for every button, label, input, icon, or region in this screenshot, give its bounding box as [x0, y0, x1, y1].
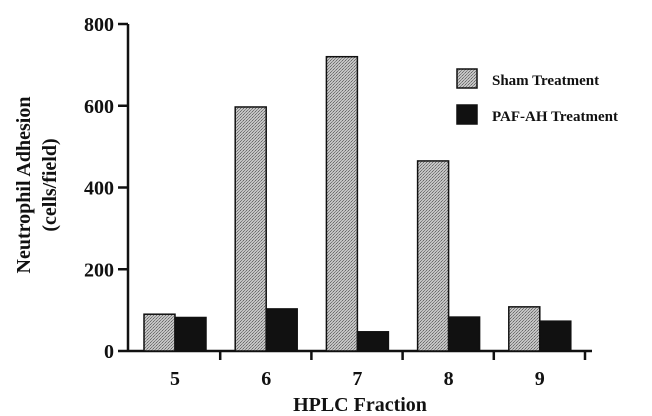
legend: Sham Treatment PAF-AH Treatment	[456, 68, 618, 125]
y-tick-label: 800	[84, 14, 114, 36]
bar-paf-ah-fraction-6	[265, 308, 298, 352]
bar-sham-fraction-6	[234, 106, 267, 352]
legend-swatch-sham	[456, 68, 478, 89]
x-tick-label: 6	[261, 368, 271, 390]
bar-paf-ah-fraction-9	[539, 320, 572, 352]
y-axis-ticks: 0 200 400 600 800	[84, 14, 128, 363]
legend-swatch-paf-ah	[456, 104, 478, 125]
x-axis-ticks: 5 6 7 8 9	[170, 351, 587, 390]
legend-label-sham: Sham Treatment	[492, 73, 599, 89]
y-tick-label: 400	[84, 178, 114, 200]
x-tick-label: 8	[444, 368, 454, 390]
y-tick-label: 0	[104, 341, 114, 363]
bar-sham-fraction-8	[416, 160, 450, 352]
y-tick-label: 600	[84, 96, 114, 118]
bars	[143, 55, 572, 352]
bar-sham-fraction-7	[325, 55, 359, 352]
x-tick-label: 5	[170, 368, 180, 390]
bar-paf-ah-fraction-7	[356, 331, 390, 352]
legend-label-paf-ah: PAF-AH Treatment	[492, 109, 618, 125]
bar-paf-ah-fraction-8	[447, 316, 481, 352]
x-axis-label: HPLC Fraction	[293, 394, 427, 416]
y-axis-label-line-1: Neutrophil Adhesion	[13, 97, 35, 274]
bar-sham-fraction-5	[143, 313, 176, 352]
y-axis-label: Neutrophil Adhesion (cells/field)	[13, 97, 61, 274]
x-tick-label: 9	[535, 368, 545, 390]
bar-paf-ah-fraction-5	[174, 316, 207, 352]
y-axis-label-line-2: (cells/field)	[39, 138, 61, 231]
x-tick-label: 7	[352, 368, 362, 390]
bar-sham-fraction-9	[508, 306, 541, 352]
y-tick-label: 200	[84, 259, 114, 281]
